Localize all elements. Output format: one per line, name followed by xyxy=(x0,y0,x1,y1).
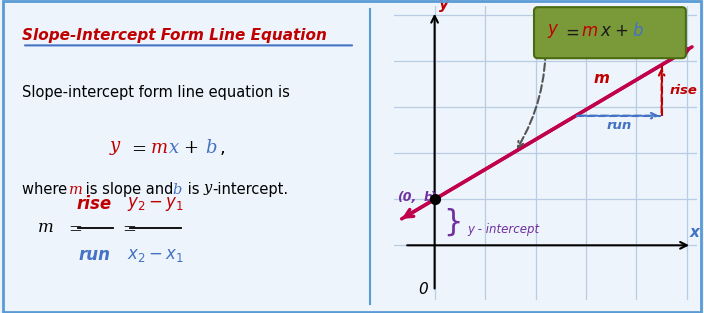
Text: $y$: $y$ xyxy=(547,22,560,40)
Text: $+$: $+$ xyxy=(183,139,198,157)
Text: $b$: $b$ xyxy=(205,139,218,157)
Text: $+$: $+$ xyxy=(614,22,628,40)
Text: rise: rise xyxy=(670,84,697,97)
Text: $x$: $x$ xyxy=(600,22,612,40)
Text: y - intercept: y - intercept xyxy=(467,223,539,236)
Text: $b$: $b$ xyxy=(172,182,182,197)
Text: ): ) xyxy=(431,191,436,203)
Text: $x$: $x$ xyxy=(168,139,180,157)
Text: is: is xyxy=(183,182,204,197)
Text: }: } xyxy=(444,208,463,237)
Text: rise: rise xyxy=(77,195,112,213)
Text: $y_2 - y_1$: $y_2 - y_1$ xyxy=(127,195,184,213)
Text: y: y xyxy=(439,0,448,12)
FancyBboxPatch shape xyxy=(534,7,686,58)
Text: $m$: $m$ xyxy=(68,182,83,197)
Text: x: x xyxy=(689,225,699,240)
Text: ,: , xyxy=(219,139,225,157)
Text: Slope-intercept form line equation is: Slope-intercept form line equation is xyxy=(23,85,290,100)
Text: $y$: $y$ xyxy=(203,182,213,197)
Text: m: m xyxy=(593,71,609,86)
Text: Slope-Intercept Form Line Equation: Slope-Intercept Form Line Equation xyxy=(23,28,327,43)
Text: $=$: $=$ xyxy=(562,22,579,40)
Text: is slope and: is slope and xyxy=(80,182,177,197)
Text: $m$: $m$ xyxy=(37,218,54,236)
Text: $m$: $m$ xyxy=(581,22,598,40)
Text: where: where xyxy=(23,182,72,197)
Text: run: run xyxy=(606,119,631,131)
Text: $m$: $m$ xyxy=(150,139,168,157)
Text: $=$: $=$ xyxy=(127,139,146,157)
Text: $=$: $=$ xyxy=(65,218,82,236)
Text: $x_2 - x_1$: $x_2 - x_1$ xyxy=(127,246,184,264)
Text: b: b xyxy=(424,191,432,203)
Text: $=$: $=$ xyxy=(119,218,137,236)
Text: (0,: (0, xyxy=(397,191,416,203)
Text: $b$: $b$ xyxy=(632,22,643,40)
Text: $y$: $y$ xyxy=(109,139,122,157)
Text: -intercept.: -intercept. xyxy=(212,182,288,197)
Text: run: run xyxy=(78,246,111,264)
Text: 0: 0 xyxy=(419,282,428,297)
